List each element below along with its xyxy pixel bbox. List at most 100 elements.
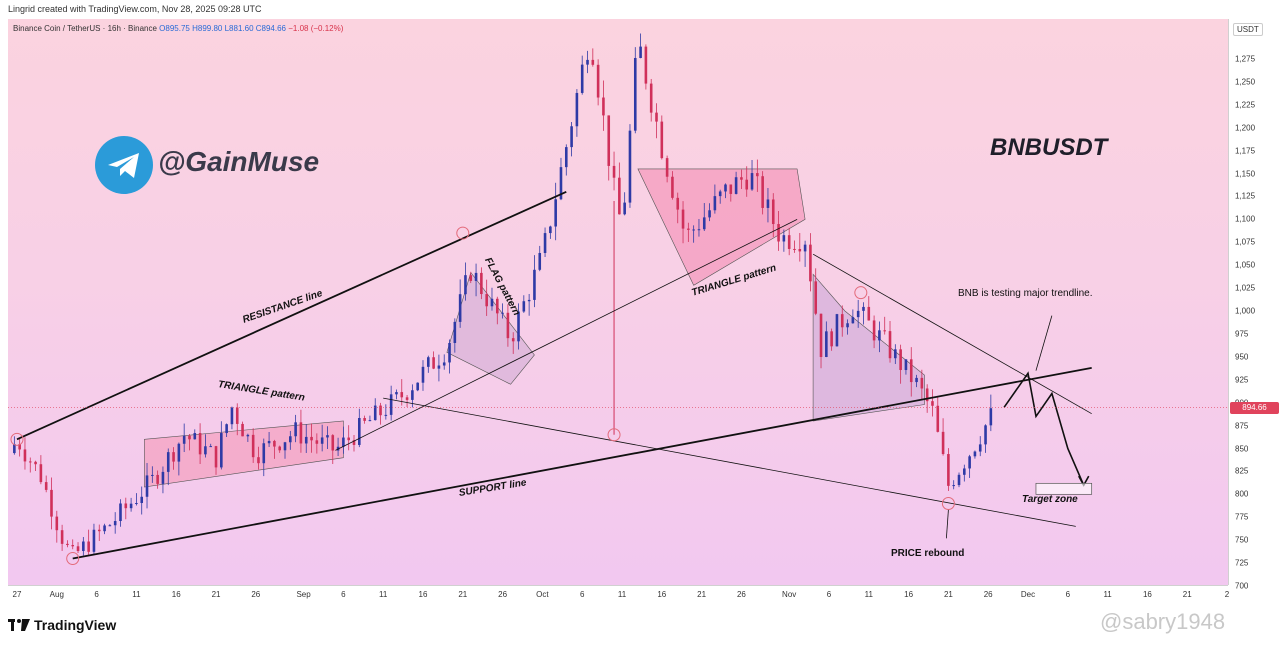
triangle-pattern-2 [637,168,806,286]
time-tick-16: 16 [657,590,667,599]
candle-body-5 [39,464,43,483]
candle-body-46 [257,457,260,464]
currency-label[interactable]: USDT [1233,23,1263,36]
candle-body-50 [278,446,282,451]
lower-channel-line [383,397,1076,527]
candle-body-176 [947,454,950,486]
candle-body-24 [140,496,144,504]
candle-body-70 [384,414,388,416]
price-tick-925: 925 [1235,375,1249,385]
candle-body-161 [867,306,871,321]
candle-body-118 [639,46,642,59]
candle-body-108 [586,59,589,65]
candle-body-77 [421,366,425,383]
candle-body-31 [177,443,181,462]
time-tick-15: 11 [617,590,627,599]
candle-body-3 [28,461,32,463]
pivot-marker-4 [854,286,868,300]
candle-body-144 [777,224,780,242]
time-tick-19: Nov [782,590,797,599]
pivot-marker-0 [10,432,24,446]
price-tick-1050: 1,050 [1235,260,1256,270]
candle-body-48 [267,440,271,444]
time-axis[interactable]: 27 Aug 6 11 16 21 26 Sep 6 11 16 21 26 Oct 6 11 16 21 26 No… [8,585,1229,604]
candle-body-34 [193,433,197,440]
legend-symbol-name: Binance Coin / TetherUS · 16h · Binance [13,24,157,33]
candle-body-81 [442,362,446,366]
candle-body-37 [209,446,213,448]
candle-body-65 [358,418,361,445]
candle-body-173 [931,401,934,406]
candle-body-66 [363,418,366,421]
candle-body-78 [426,357,430,367]
candle-body-88 [480,272,483,295]
candle-body-164 [883,330,887,332]
candle-body-134 [724,184,727,192]
price-tick-1225: 1,225 [1235,100,1256,110]
candle-body-6 [44,482,48,490]
candle-body-10 [66,543,69,546]
candle-body-83 [453,321,457,343]
candle-body-128 [692,229,695,231]
time-tick-10: 16 [418,590,428,599]
candle-body-13 [82,541,85,552]
candle-body-131 [708,210,711,218]
time-tick-4: 16 [171,590,181,599]
watermark: @sabry1948 [1100,609,1226,634]
candle-body-73 [400,392,404,398]
symbol-legend: Binance Coin / TetherUS · 16h · Binance … [13,24,343,33]
price-tick-975: 975 [1235,329,1249,339]
candle-body-41 [230,407,234,425]
time-tick-0: 27 [12,590,22,599]
candle-body-38 [214,446,218,468]
candle-body-137 [740,177,743,180]
price-axis[interactable]: USDT 70072575077580082585087590092595097… [1228,19,1280,591]
candle-body-33 [188,435,191,440]
candle-body-138 [745,179,749,190]
pivot-marker-3 [607,428,621,442]
candle-body-167 [899,349,902,371]
price-rebound-label: PRICE rebound [891,548,965,559]
time-tick-13: Oct [536,590,549,599]
candle-body-43 [241,423,244,437]
price-tick-1275: 1,275 [1235,54,1256,64]
candle-body-112 [607,115,611,166]
candlestick-chart[interactable] [8,19,1228,585]
major-trend-line [812,253,1092,415]
candle-body-35 [198,433,202,455]
time-tick-8: 6 [341,590,346,599]
pivot-marker-1 [66,552,80,565]
candle-body-141 [761,176,764,208]
candle-body-166 [894,349,897,359]
candle-body-52 [289,436,292,443]
candle-body-39 [220,433,223,468]
time-tick-27: 11 [1103,590,1112,599]
price-tick-875: 875 [1235,421,1249,431]
time-tick-23: 21 [943,590,953,599]
time-tick-6: 26 [251,590,261,599]
time-tick-26: 6 [1065,590,1071,599]
price-chart-area[interactable]: Binance Coin / TetherUS · 16h · Binance … [8,19,1228,585]
legend-close: C894.66 [255,24,286,33]
price-tick-1025: 1,025 [1235,283,1256,293]
candle-body-178 [957,474,961,486]
candle-body-180 [968,456,971,469]
candle-body-57 [315,440,319,444]
time-tick-14: 6 [579,590,585,599]
candle-body-42 [235,407,239,424]
tradingview-logo-icon [8,619,30,631]
support-line [72,366,1092,560]
candle-body-1 [18,444,21,450]
candle-body-102 [554,199,557,227]
candle-body-62 [342,437,345,447]
candle-body-44 [246,434,250,437]
time-tick-20: 6 [826,590,832,599]
candle-body-152 [819,313,823,358]
candle-body-132 [713,196,717,211]
candle-body-36 [204,446,207,455]
candle-body-19 [113,521,117,526]
candle-body-53 [294,422,297,437]
time-tick-12: 26 [498,590,508,599]
candle-body-54 [299,422,303,444]
candle-body-94 [511,338,515,342]
